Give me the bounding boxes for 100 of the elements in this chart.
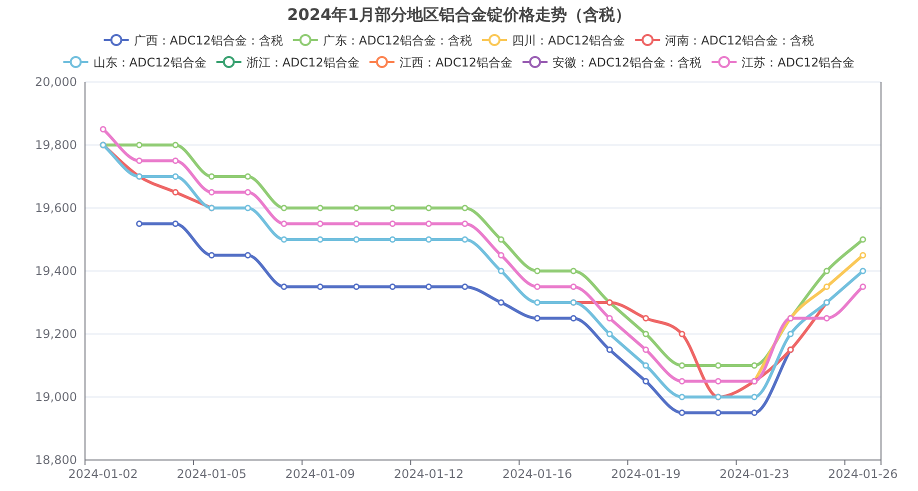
legend-label: 四川：ADC12铝合金: [512, 34, 626, 48]
legend-label: 广西：ADC12铝合金：含税: [134, 34, 283, 48]
point: [425, 284, 432, 290]
legend-label: 浙江：ADC12铝合金: [246, 56, 360, 70]
point: [678, 362, 686, 369]
point: [642, 378, 650, 384]
point: [244, 173, 252, 180]
y-tick-label: 19,200: [35, 327, 77, 341]
x-tick-label: 2024-01-05: [176, 467, 247, 481]
point: [678, 410, 686, 416]
point: [280, 220, 288, 227]
point: [100, 126, 106, 132]
point: [208, 189, 215, 196]
point: [208, 252, 215, 258]
legend-label: 河南：ADC12铝合金：含税: [665, 34, 814, 48]
point: [642, 330, 650, 338]
point: [823, 268, 830, 274]
point: [353, 220, 360, 227]
point: [172, 189, 179, 196]
x-tick-label: 2024-01-12: [394, 467, 464, 481]
point: [244, 204, 252, 212]
point: [425, 236, 432, 243]
point: [606, 346, 613, 353]
point: [570, 268, 577, 274]
point: [642, 362, 650, 369]
point: [462, 236, 468, 243]
point: [172, 220, 179, 227]
point: [389, 284, 396, 290]
point: [316, 284, 324, 290]
point: [498, 268, 504, 274]
point: [498, 299, 504, 306]
x-tick-label: 2024-01-23: [719, 467, 790, 481]
point: [172, 142, 179, 148]
point: [244, 189, 252, 196]
point: [606, 330, 613, 338]
point: [498, 252, 504, 258]
point: [136, 142, 143, 148]
point: [244, 252, 252, 258]
point: [534, 284, 541, 290]
legend-label: 江西：ADC12铝合金: [399, 56, 513, 70]
point: [462, 284, 468, 290]
point: [570, 284, 577, 290]
point: [316, 204, 324, 212]
y-tick-label: 19,400: [35, 264, 77, 278]
point: [136, 220, 143, 227]
point: [751, 362, 758, 369]
point: [425, 204, 432, 212]
point: [389, 204, 396, 212]
point: [353, 236, 360, 243]
point: [860, 284, 866, 290]
point: [353, 204, 360, 212]
point: [534, 268, 541, 274]
x-tick-label: 2024-01-16: [502, 467, 572, 481]
y-tick-label: 19,600: [35, 201, 77, 215]
point: [462, 204, 468, 212]
y-tick-label: 20,000: [35, 75, 77, 89]
point: [787, 330, 794, 338]
point: [389, 220, 396, 227]
point: [498, 236, 504, 243]
point: [678, 394, 686, 400]
x-tick-label: 2024-01-26: [828, 467, 898, 481]
point: [172, 158, 179, 164]
point: [678, 378, 686, 384]
y-tick-label: 19,000: [35, 390, 77, 404]
point: [678, 330, 686, 338]
y-tick-label: 18,800: [35, 453, 77, 467]
point: [425, 220, 432, 227]
legend-label: 山东：ADC12铝合金: [93, 56, 206, 70]
point: [316, 220, 324, 227]
x-tick-label: 2024-01-02: [68, 467, 138, 481]
point: [642, 346, 650, 353]
point: [280, 284, 288, 290]
point: [570, 315, 577, 322]
point: [136, 158, 143, 164]
point: [389, 236, 396, 243]
point: [353, 284, 360, 290]
point: [751, 394, 758, 400]
point: [316, 236, 324, 243]
point: [860, 236, 866, 243]
point: [714, 410, 722, 416]
legend-label: 安徽：ADC12铝合金：含税: [552, 56, 702, 70]
point: [860, 252, 866, 258]
point: [823, 284, 830, 290]
x-tick-label: 2024-01-09: [285, 467, 356, 481]
point: [714, 362, 722, 369]
x-tick-label: 2024-01-19: [610, 467, 681, 481]
legend-label: 江苏：ADC12铝合金: [742, 56, 855, 70]
chart-title: 2024年1月部分地区铝合金锭价格走势（含税）: [287, 5, 631, 24]
point: [823, 315, 830, 322]
y-tick-label: 19,800: [35, 138, 77, 152]
legend-label: 广东：ADC12铝合金：含税: [322, 34, 472, 48]
point: [714, 378, 722, 384]
point: [208, 173, 215, 180]
point: [642, 315, 650, 322]
point: [280, 236, 288, 243]
point: [172, 173, 179, 180]
point: [534, 315, 541, 322]
point: [280, 204, 288, 212]
point: [534, 299, 541, 306]
point: [751, 410, 758, 416]
